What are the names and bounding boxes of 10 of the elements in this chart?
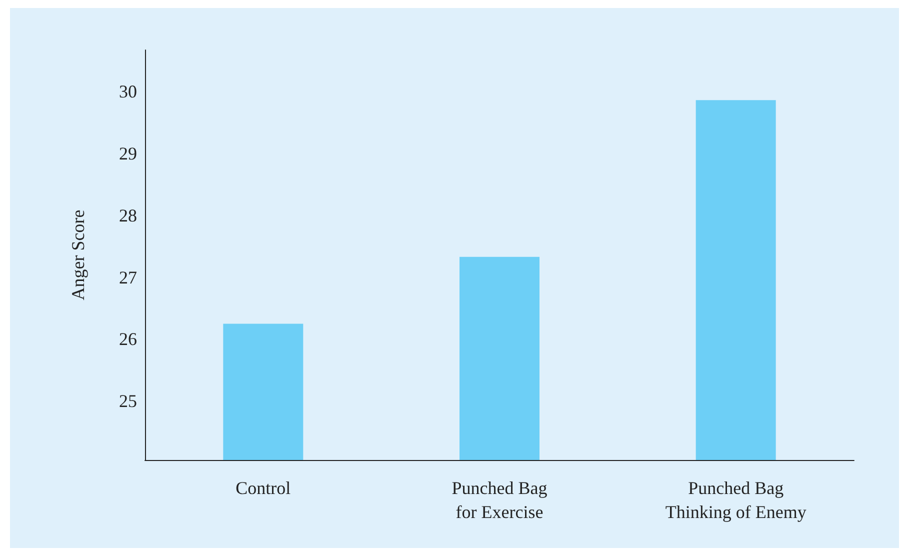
y-tick-label: 25 [119, 391, 137, 412]
x-tick-label: Punched Bag Thinking of Enemy [665, 478, 806, 522]
x-tick-label: Control [236, 478, 291, 498]
y-tick-label: 30 [119, 81, 137, 102]
y-tick-label: 28 [119, 205, 137, 226]
x-tick-label: Punched Bag for Exercise [452, 478, 548, 522]
y-tick-label: 27 [119, 267, 137, 288]
y-tick-label: 26 [119, 329, 137, 350]
y-axis-title: Anger Score [68, 210, 88, 300]
y-tick-label: 29 [119, 143, 137, 164]
